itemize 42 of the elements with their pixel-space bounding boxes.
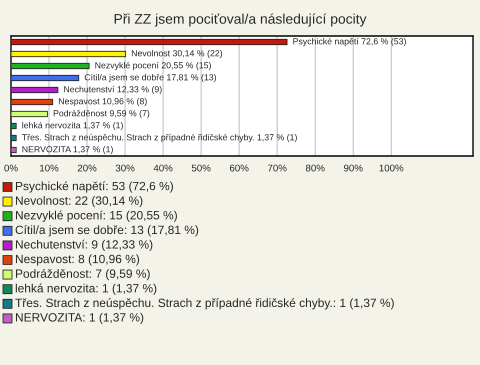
data-label: Třes. Strach z neúspěchu. Strach z případné řidičské chyby. 1,37 % (1) bbox=[22, 134, 297, 142]
data-label: Podrážděnost 9,59 % (7) bbox=[54, 110, 150, 118]
text: Cítil/a jsem se dobře: 13 (17,81 %) bbox=[16, 225, 198, 236]
bar bbox=[11, 74, 80, 82]
x-tick-label: 100% bbox=[380, 164, 404, 172]
x-tick-label: 40% bbox=[154, 164, 172, 172]
data-label: Nespavost 10,96 % (8) bbox=[58, 98, 147, 106]
x-tick-label: 50% bbox=[192, 164, 211, 172]
bar bbox=[11, 50, 126, 58]
data-label: lehká nervozita 1,37 % (1) bbox=[22, 122, 123, 130]
text: NERVOZITA: 1 (1,37 %) bbox=[16, 312, 144, 324]
data-label: Psychické napětí 72,6 % (53) bbox=[293, 38, 406, 46]
text: Nezvyklé pocení: 15 (20,55 %) bbox=[16, 210, 177, 222]
data-label: Nevolnost 30,14 % (22) bbox=[132, 50, 222, 58]
bar bbox=[11, 110, 48, 118]
x-tick-label: 20% bbox=[78, 164, 96, 172]
bar bbox=[11, 38, 288, 46]
text: Nevolnost: 22 (30,14 %) bbox=[16, 196, 142, 208]
text: Nespavost: 8 (10,96 %) bbox=[16, 254, 140, 266]
text: Nechutenství: 9 (12,33 %) bbox=[16, 240, 152, 252]
x-tick-label: 30% bbox=[116, 164, 134, 172]
x-tick-label: 90% bbox=[344, 164, 363, 172]
text: Psychické napětí: 53 (72,6 %) bbox=[16, 181, 173, 193]
bar bbox=[11, 146, 17, 154]
text: lehká nervozita: 1 (1,37 %) bbox=[16, 284, 156, 295]
x-tick-label: 80% bbox=[306, 164, 325, 172]
text: Třes. Strach z neúspěchu. Strach z případné řidičské chyby.: 1 (1,37 %) bbox=[15, 298, 394, 310]
data-label: Cítil/a jsem se dobře 17,81 % (13) bbox=[84, 74, 216, 82]
bar bbox=[11, 134, 17, 142]
text: Podrážděnost: 7 (9,59 %) bbox=[16, 268, 150, 280]
bar bbox=[11, 98, 54, 106]
chart-title: Při ZZ jsem pociťoval/a následující pocity bbox=[114, 13, 366, 27]
x-tick-label: 0% bbox=[4, 164, 18, 172]
data-label: NERVOZITA 1,37 % (1) bbox=[22, 146, 113, 154]
bar bbox=[11, 122, 17, 130]
x-tick-label: 60% bbox=[230, 164, 249, 172]
x-tick-label: 10% bbox=[40, 164, 58, 172]
data-label: Nechutenství 12,33 % (9) bbox=[64, 86, 162, 94]
bar bbox=[11, 86, 58, 94]
x-tick-label: 70% bbox=[268, 164, 287, 172]
data-label: Nezvyklé pocení 20,55 % (15) bbox=[95, 62, 211, 70]
bar bbox=[11, 62, 90, 70]
